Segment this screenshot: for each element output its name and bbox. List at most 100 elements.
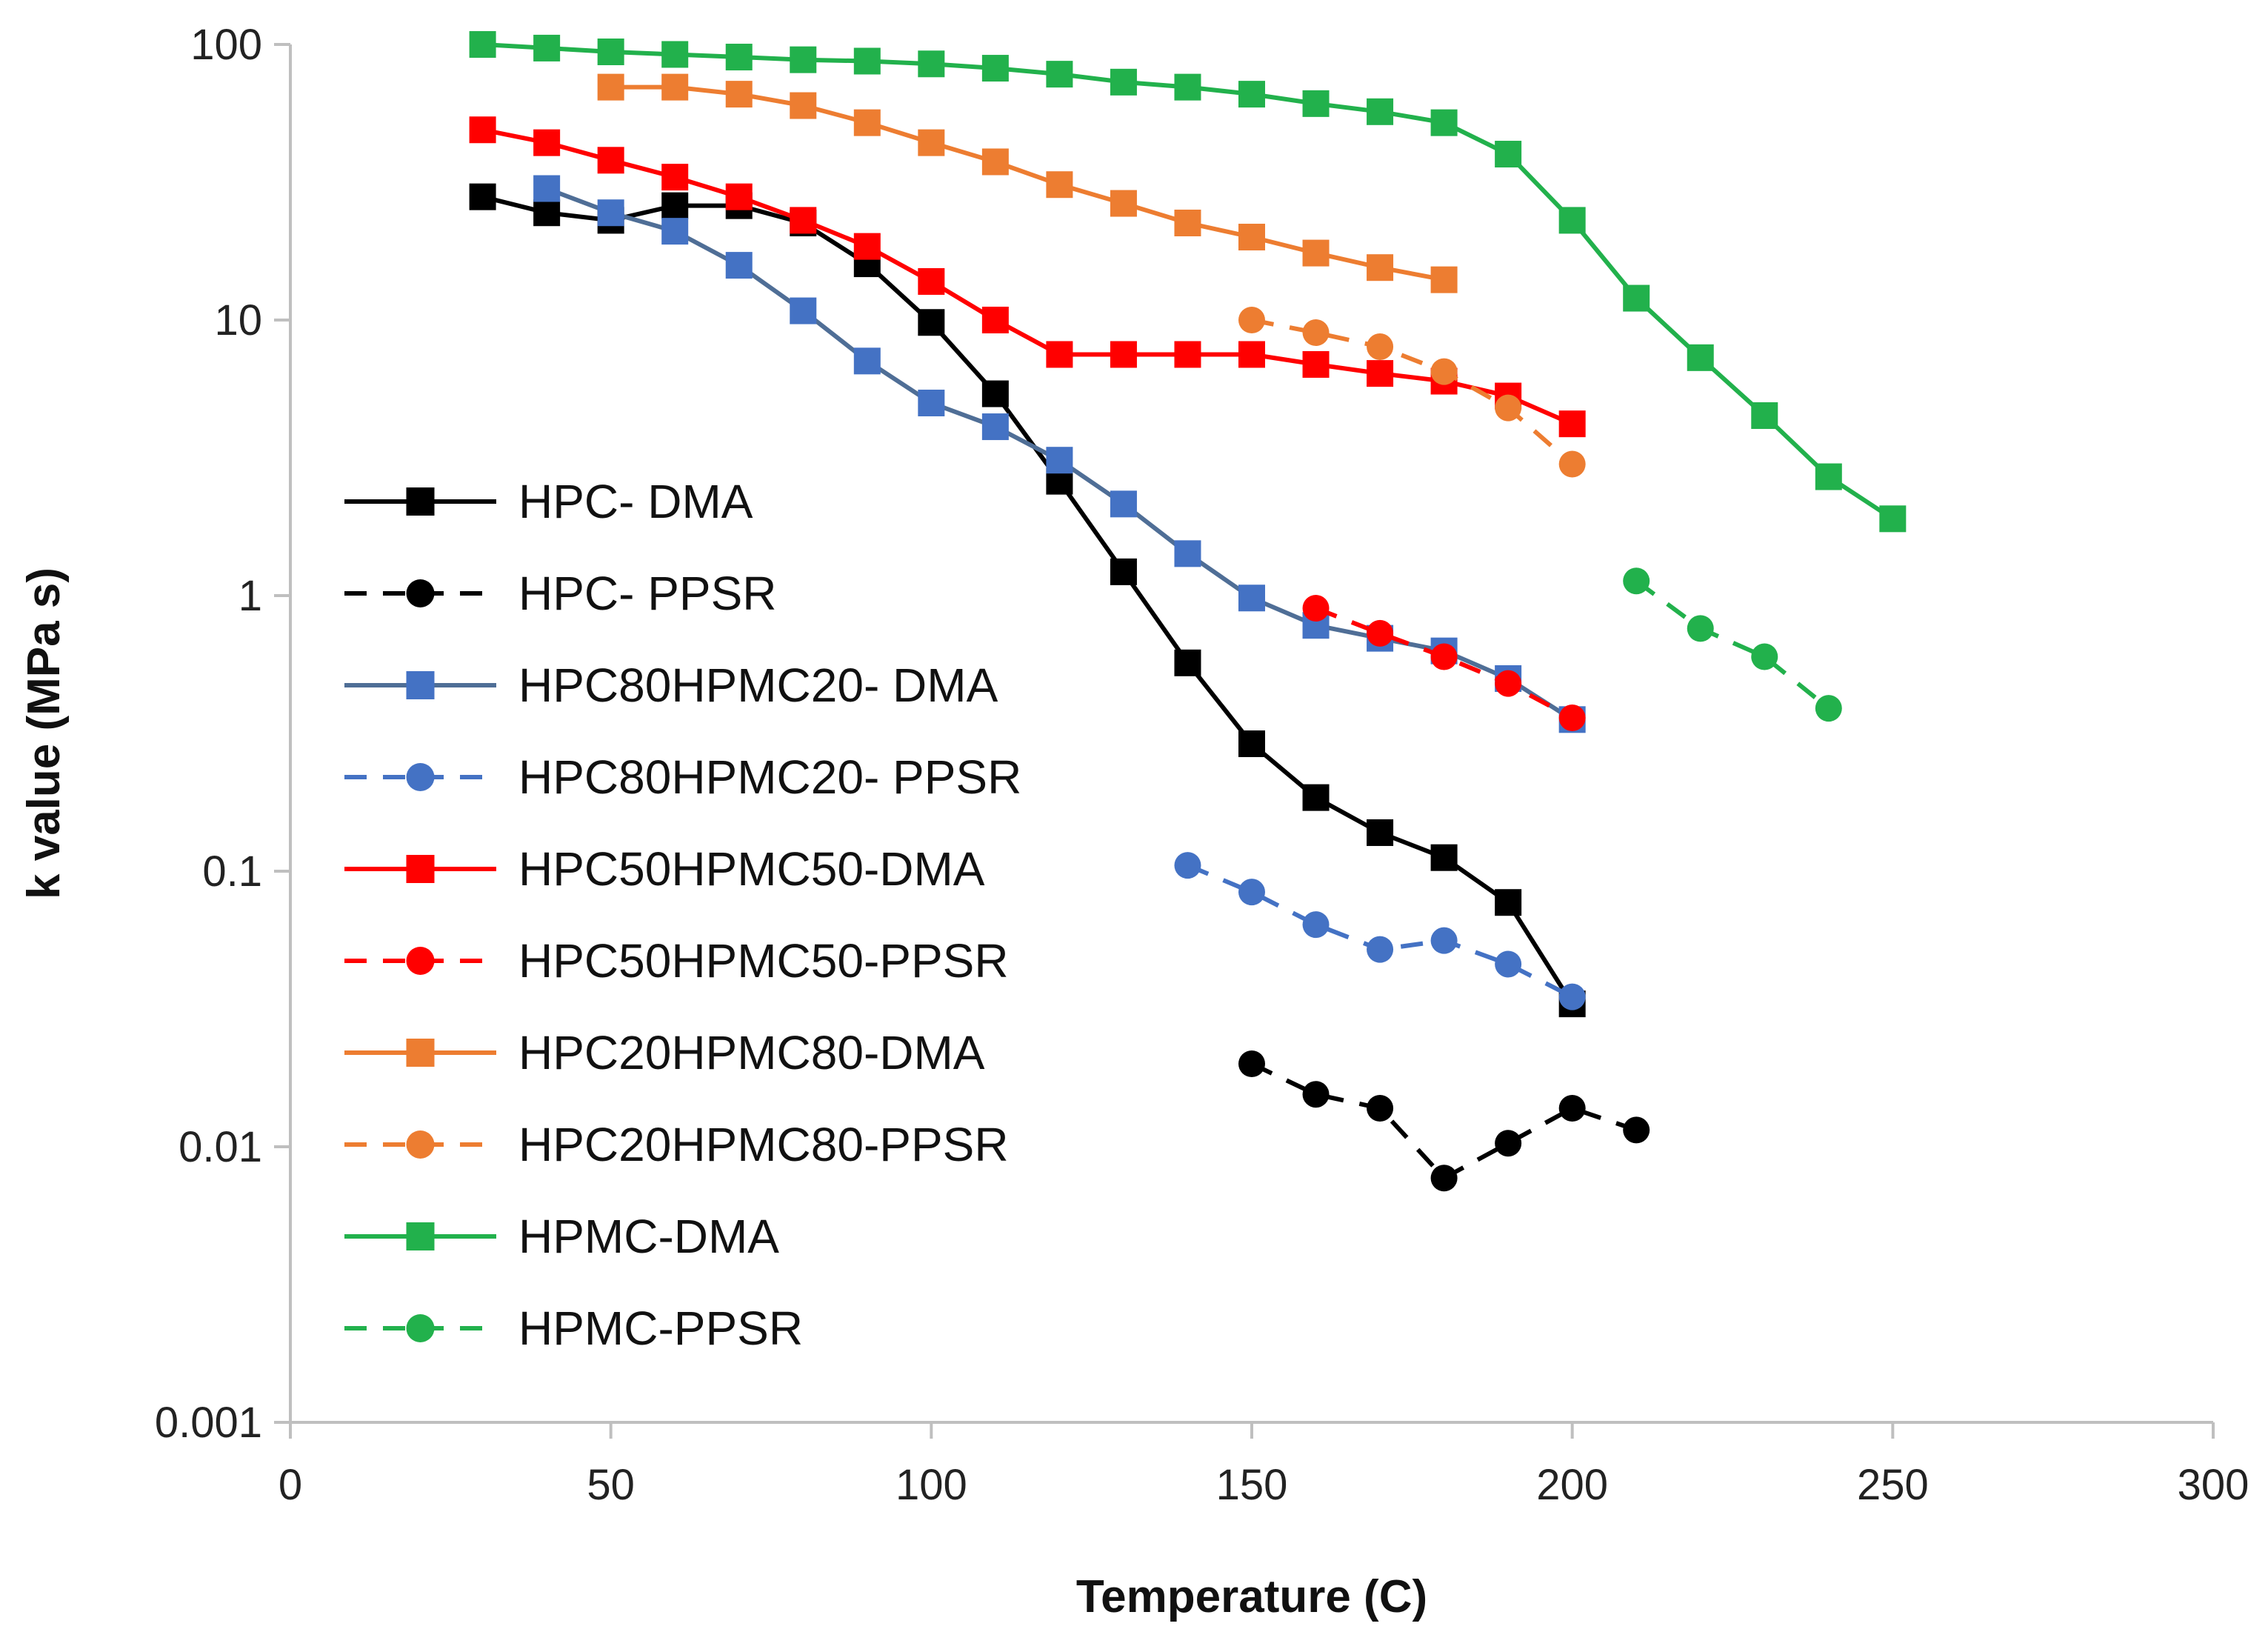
- data-point-hpc-ppsr: [1430, 1165, 1458, 1192]
- data-point-hpc20hpmc80-dma: [1238, 224, 1265, 251]
- data-point-hpc50hpmc50-dma: [790, 207, 817, 234]
- series-layer: [469, 31, 1907, 1192]
- y-axis-title: k value (MPa s): [19, 567, 70, 899]
- data-point-hpc50hpmc50-ppsr: [1302, 595, 1330, 622]
- data-point-hpc50hpmc50-ppsr: [1558, 705, 1586, 732]
- legend-label: HPC20HPMC80-DMA: [518, 1026, 985, 1079]
- series-line-hpc20hpmc80-ppsr: [1251, 318, 1574, 466]
- data-point-hpc-ppsr: [1367, 1094, 1394, 1122]
- data-point-hpc50hpmc50-dma: [725, 183, 753, 210]
- legend-marker: [406, 763, 435, 791]
- data-point-hpc20hpmc80-dma: [981, 148, 1009, 176]
- data-point-hpc80hpmc20-ppsr: [1558, 983, 1586, 1010]
- data-point-hpc80hpmc20-ppsr: [1238, 879, 1265, 906]
- data-point-hpmc-dma: [1430, 109, 1458, 136]
- data-point-hpc20hpmc80-ppsr: [1238, 307, 1265, 333]
- data-point-hpc80hpmc20-ppsr: [1495, 950, 1522, 978]
- data-point-hpc20hpmc80-dma: [1367, 254, 1394, 282]
- data-point-hpc-dma: [661, 192, 689, 219]
- data-point-hpc-dma: [981, 380, 1009, 407]
- data-point-hpc50hpmc50-dma: [853, 233, 881, 260]
- data-point-hpc20hpmc80-ppsr: [1558, 450, 1586, 478]
- data-point-hpc-dma: [1174, 649, 1201, 676]
- data-point-hpc80hpmc20-dma: [853, 347, 881, 375]
- data-point-hpmc-dma: [790, 46, 817, 73]
- legend-item-hpc20hpmc80-dma: HPC20HPMC80-DMA: [344, 1026, 985, 1079]
- data-point-hpc50hpmc50-dma: [981, 307, 1009, 333]
- legend-item-hpc80hpmc20-ppsr: HPC80HPMC20- PPSR: [344, 750, 1021, 804]
- legend-label: HPC50HPMC50-PPSR: [518, 934, 1009, 987]
- data-point-hpc80hpmc20-dma: [1110, 490, 1137, 518]
- data-point-hpc80hpmc20-dma: [1174, 540, 1201, 567]
- series-hpc20hpmc80-ppsr: [1238, 307, 1586, 478]
- x-tick-label: 250: [1857, 1461, 1929, 1509]
- data-point-hpc50hpmc50-dma: [1174, 341, 1201, 368]
- data-point-hpc20hpmc80-ppsr: [1367, 333, 1394, 361]
- series-hpc-ppsr: [1238, 1050, 1650, 1192]
- data-point-hpc-dma: [1367, 819, 1394, 846]
- data-point-hpc-ppsr: [1238, 1050, 1265, 1078]
- data-point-hpc50hpmc50-ppsr: [1495, 670, 1522, 697]
- data-point-hpc20hpmc80-dma: [1174, 209, 1201, 236]
- series-line-hpc-ppsr: [1250, 1062, 1638, 1181]
- legend-label: HPC20HPMC80-PPSR: [518, 1118, 1009, 1171]
- x-axis-title: Temperature (C): [1076, 1571, 1427, 1622]
- series-hpc50hpmc50-dma: [469, 116, 1586, 438]
- data-point-hpmc-dma: [469, 31, 496, 58]
- y-tick-label: 100: [190, 21, 262, 69]
- data-point-hpc-ppsr: [1495, 1130, 1522, 1157]
- data-point-hpc20hpmc80-dma: [1110, 190, 1137, 217]
- legend-marker: [406, 1222, 435, 1250]
- data-point-hpc-dma: [1495, 889, 1522, 916]
- data-point-hpc80hpmc20-dma: [661, 218, 689, 245]
- data-point-hpmc-dma: [853, 47, 881, 75]
- legend-label: HPC- PPSR: [518, 567, 777, 620]
- data-point-hpmc-dma: [1495, 141, 1522, 168]
- data-point-hpc20hpmc80-dma: [853, 109, 881, 136]
- y-ticks: 0.001 0.01 0.1 1 10 100: [155, 21, 290, 1447]
- data-point-hpc-dma: [533, 199, 561, 227]
- data-point-hpc50hpmc50-dma: [533, 129, 561, 156]
- legend-label: HPC50HPMC50-DMA: [518, 842, 985, 896]
- data-point-hpc50hpmc50-dma: [661, 164, 689, 191]
- data-point-hpc50hpmc50-dma: [597, 147, 624, 174]
- data-point-hpmc-dma: [1367, 98, 1394, 125]
- data-point-hpc20hpmc80-ppsr: [1495, 394, 1522, 422]
- data-point-hpc20hpmc80-dma: [790, 92, 817, 119]
- data-point-hpmc-dma: [1815, 463, 1842, 490]
- data-point-hpc80hpmc20-dma: [1238, 584, 1265, 612]
- x-tick-label: 50: [587, 1461, 635, 1509]
- legend-marker: [406, 1039, 435, 1067]
- data-point-hpc80hpmc20-dma: [533, 175, 561, 202]
- data-point-hpc20hpmc80-ppsr: [1430, 358, 1458, 385]
- data-point-hpc-dma: [918, 309, 945, 336]
- data-point-hpc80hpmc20-ppsr: [1302, 911, 1330, 939]
- data-point-hpc50hpmc50-ppsr: [1430, 643, 1458, 670]
- data-point-hpmc-dma: [1302, 90, 1330, 117]
- data-point-hpc-dma: [1430, 844, 1458, 871]
- data-point-hpc80hpmc20-ppsr: [1367, 936, 1394, 963]
- x-ticks: 0 50 100 150 200 250 300: [279, 1422, 2249, 1509]
- legend-marker: [406, 1314, 435, 1342]
- data-point-hpc-dma: [1302, 784, 1330, 811]
- legend-item-hpc-ppsr: HPC- PPSR: [344, 567, 777, 620]
- y-tick-label: 10: [214, 296, 262, 344]
- data-point-hpmc-dma: [1623, 284, 1650, 312]
- data-point-hpc80hpmc20-dma: [597, 199, 624, 227]
- data-point-hpmc-dma: [981, 55, 1009, 82]
- data-point-hpmc-dma: [1174, 73, 1201, 101]
- data-point-hpmc-ppsr: [1815, 695, 1842, 722]
- legend-label: HPMC-PPSR: [518, 1302, 803, 1355]
- data-point-hpc20hpmc80-dma: [1046, 171, 1073, 199]
- data-point-hpc-ppsr: [1558, 1094, 1586, 1122]
- data-point-hpc20hpmc80-dma: [1302, 239, 1330, 267]
- data-point-hpmc-dma: [1687, 344, 1714, 371]
- data-point-hpc50hpmc50-ppsr: [1367, 619, 1394, 647]
- data-point-hpmc-dma: [1879, 505, 1907, 533]
- data-point-hpmc-ppsr: [1623, 567, 1650, 595]
- legend-item-hpc20hpmc80-ppsr: HPC20HPMC80-PPSR: [344, 1118, 1009, 1171]
- data-point-hpc80hpmc20-ppsr: [1430, 927, 1458, 954]
- data-point-hpmc-dma: [533, 34, 561, 61]
- data-point-hpc50hpmc50-dma: [1558, 410, 1586, 438]
- data-point-hpc50hpmc50-dma: [918, 267, 945, 295]
